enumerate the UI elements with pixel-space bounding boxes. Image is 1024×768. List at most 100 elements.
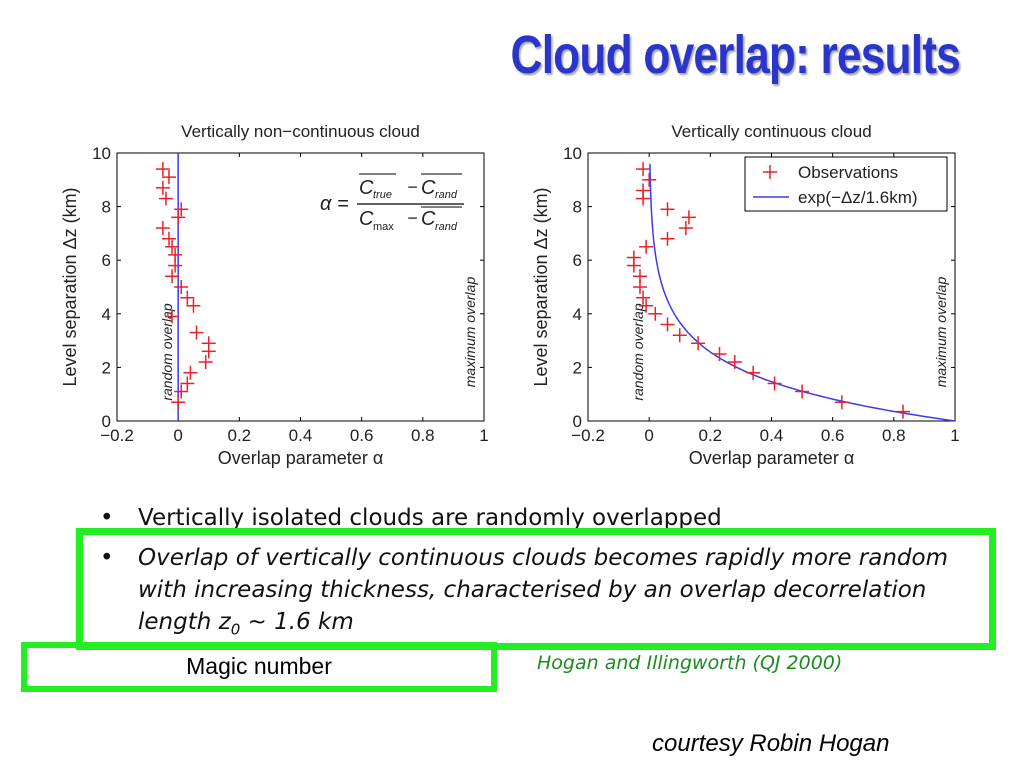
formula-sub: rand: [435, 221, 458, 233]
observation-point: [834, 395, 849, 410]
y-tick-label: 10: [92, 144, 111, 163]
y-tick-label: 4: [573, 305, 582, 324]
observation-point: [746, 365, 761, 380]
bullet-continuous-clouds: • Overlap of vertically continuous cloud…: [100, 542, 980, 646]
x-tick-label: 1: [950, 426, 959, 445]
bullet-marker: •: [100, 505, 114, 531]
observation-point: [636, 191, 651, 206]
observation-point: [161, 231, 176, 246]
observation-point: [691, 336, 706, 351]
legend-box: [744, 156, 948, 212]
y-tick-label: 0: [102, 412, 111, 431]
y-axis-label: Level separation Δz (km): [60, 187, 80, 386]
x-tick-label: 0.2: [699, 426, 723, 445]
x-tick-label: 0.4: [760, 426, 784, 445]
observation-point: [648, 306, 663, 321]
formula-lhs: α =: [320, 193, 349, 215]
x-axis-label: Overlap parameter α: [689, 448, 854, 468]
bullet-text: Vertically isolated clouds are randomly …: [138, 505, 722, 531]
observation-point: [155, 162, 170, 177]
observation-point: [168, 258, 183, 273]
y-tick-label: 2: [573, 358, 582, 377]
slide-title: Cloud overlap: results: [510, 25, 961, 85]
observation-point: [155, 221, 170, 236]
formula-c: C: [421, 208, 436, 230]
observation-point: [660, 202, 675, 217]
x-axis-label: Overlap parameter α: [218, 448, 383, 468]
x-tick-label: 0: [644, 426, 653, 445]
observation-point: [642, 172, 657, 187]
observation-point: [165, 309, 180, 324]
observation-point: [632, 280, 647, 294]
annotation-maximum-overlap: maximum overlap: [933, 277, 949, 388]
annotation-random-overlap: random overlap: [159, 303, 175, 400]
y-tick-label: 8: [102, 198, 111, 217]
formula-c: C: [359, 177, 374, 199]
formula-c: C: [359, 208, 374, 230]
observation-point: [180, 290, 195, 305]
observation-point: [636, 290, 651, 305]
y-tick-label: 0: [573, 412, 582, 431]
series-line-exp: [649, 163, 956, 422]
observation-point: [678, 221, 693, 236]
annotation-random-overlap: random overlap: [630, 303, 646, 400]
observation-point: [660, 231, 675, 246]
observation-point: [180, 376, 195, 391]
observation-point: [727, 355, 742, 370]
x-tick-label: 0: [173, 426, 182, 445]
formula-sub: rand: [435, 189, 458, 201]
bullet-marker: •: [100, 545, 114, 571]
y-tick-label: 8: [573, 198, 582, 217]
y-tick-label: 2: [102, 358, 111, 377]
formula-sub: max: [373, 221, 394, 233]
y-axis-label: Level separation Δz (km): [531, 187, 551, 386]
annotation-maximum-overlap: maximum overlap: [462, 277, 478, 388]
y-tick-label: 10: [563, 144, 582, 163]
observation-point: [171, 395, 186, 410]
x-tick-label: 0.2: [228, 426, 252, 445]
observation-point: [681, 210, 696, 225]
citation: Hogan and Illingworth (QJ 2000): [537, 652, 843, 674]
observation-point: [189, 325, 204, 340]
y-tick-label: 4: [102, 305, 111, 324]
observation-point: [174, 280, 189, 294]
x-tick-label: 0.8: [882, 426, 906, 445]
chart-title: Vertically continuous cloud: [671, 122, 871, 141]
observation-point: [158, 191, 173, 206]
x-tick-label: 1: [479, 426, 488, 445]
observation-point: [636, 162, 651, 177]
observation-point: [639, 298, 654, 313]
formula-minus: −: [407, 208, 418, 228]
chart-title: Vertically non−continuous cloud: [181, 122, 420, 141]
credit: courtesy Robin Hogan: [652, 730, 890, 757]
observation-point: [155, 180, 170, 195]
bullet-text-tail: ~ 1.6 km: [240, 609, 354, 635]
formula-sub: true: [373, 189, 392, 201]
x-tick-label: −0.2: [100, 426, 134, 445]
legend-entry-observations: Observations: [798, 163, 898, 182]
observation-point: [660, 317, 675, 332]
observation-point: [165, 239, 180, 254]
x-tick-label: 0.8: [411, 426, 435, 445]
x-tick-label: 0.6: [821, 426, 845, 445]
observation-point: [165, 269, 180, 284]
observation-point: [639, 239, 654, 254]
observation-point: [186, 298, 201, 313]
y-tick-label: 6: [573, 251, 582, 270]
observation-point: [712, 347, 727, 361]
legend-entry-exp: exp(−Δz/1.6km): [798, 188, 918, 207]
observation-point: [174, 202, 189, 217]
observation-point: [198, 355, 213, 370]
observation-point: [767, 376, 782, 391]
y-tick-label: 6: [102, 251, 111, 270]
x-tick-label: 0.6: [350, 426, 374, 445]
highlight-box-magic: [21, 642, 497, 692]
observation-point: [171, 210, 186, 225]
chart-continuous: −0.2 0 0.2 0.4 0.6 0.8 1 0 2 4 6 8 10 Vertically cont…: [523, 112, 979, 472]
observation-point: [896, 404, 911, 419]
x-tick-label: 0.4: [289, 426, 313, 445]
observation-point: [161, 170, 176, 185]
formula-minus: −: [407, 177, 418, 197]
